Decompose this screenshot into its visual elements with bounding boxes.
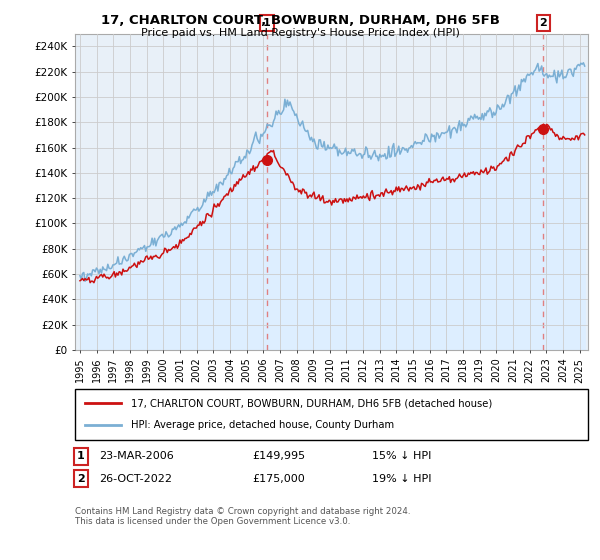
FancyBboxPatch shape xyxy=(75,389,588,440)
Text: 15% ↓ HPI: 15% ↓ HPI xyxy=(372,451,431,461)
Text: 26-OCT-2022: 26-OCT-2022 xyxy=(99,474,172,484)
Text: Price paid vs. HM Land Registry's House Price Index (HPI): Price paid vs. HM Land Registry's House … xyxy=(140,28,460,38)
Text: HPI: Average price, detached house, County Durham: HPI: Average price, detached house, Coun… xyxy=(131,421,395,431)
Text: 19% ↓ HPI: 19% ↓ HPI xyxy=(372,474,431,484)
Text: 23-MAR-2006: 23-MAR-2006 xyxy=(99,451,174,461)
Text: 1: 1 xyxy=(77,451,85,461)
Text: Contains HM Land Registry data © Crown copyright and database right 2024.
This d: Contains HM Land Registry data © Crown c… xyxy=(75,507,410,526)
Text: 17, CHARLTON COURT, BOWBURN, DURHAM, DH6 5FB: 17, CHARLTON COURT, BOWBURN, DURHAM, DH6… xyxy=(101,14,499,27)
Text: £175,000: £175,000 xyxy=(252,474,305,484)
Text: 1: 1 xyxy=(263,18,271,28)
Text: 17, CHARLTON COURT, BOWBURN, DURHAM, DH6 5FB (detached house): 17, CHARLTON COURT, BOWBURN, DURHAM, DH6… xyxy=(131,398,493,408)
Text: 2: 2 xyxy=(77,474,85,484)
Text: 2: 2 xyxy=(539,18,547,28)
Text: £149,995: £149,995 xyxy=(252,451,305,461)
